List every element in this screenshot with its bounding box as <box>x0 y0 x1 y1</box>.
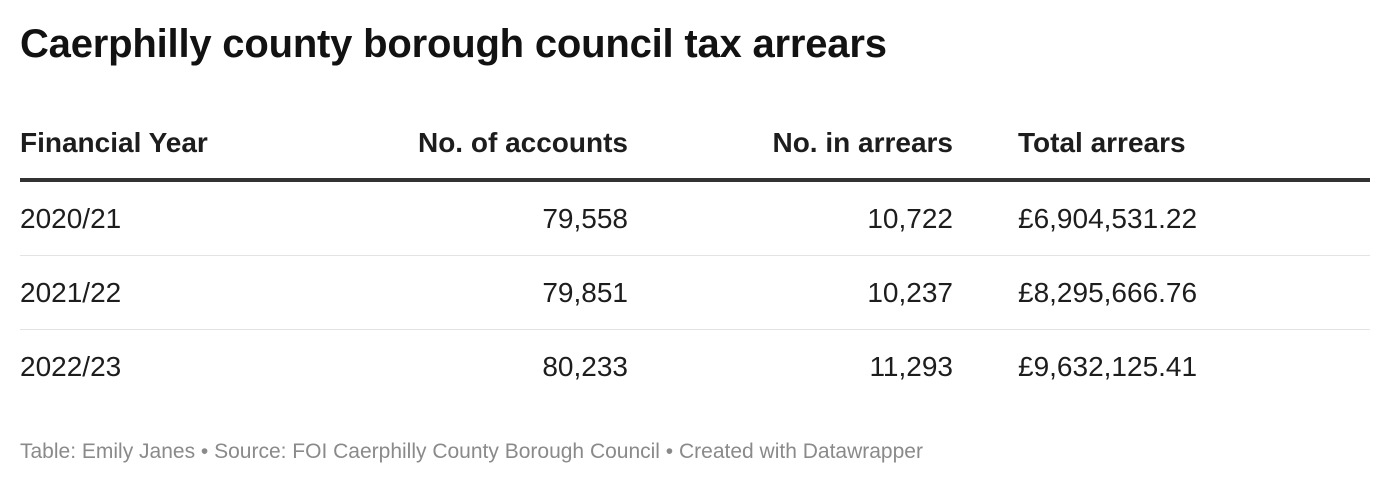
chart-footer: Table: Emily Janes • Source: FOI Caerphi… <box>20 440 923 463</box>
cell-financial-year: 2021/22 <box>20 255 274 330</box>
cell-financial-year: 2020/21 <box>20 180 274 256</box>
column-header-no-of-accounts[interactable]: No. of accounts <box>274 108 628 182</box>
data-table: Financial Year No. of accounts No. in ar… <box>20 108 1370 403</box>
table-header-row: Financial Year No. of accounts No. in ar… <box>20 108 1370 182</box>
table-row: 2022/23 80,233 11,293 £9,632,125.41 <box>20 330 1370 404</box>
cell-no-of-accounts: 79,558 <box>274 180 628 256</box>
cell-no-of-accounts: 79,851 <box>274 255 628 330</box>
cell-financial-year: 2022/23 <box>20 350 122 382</box>
cell-total-arrears: £8,295,666.76 <box>953 255 1370 330</box>
chart-title: Caerphilly county borough council tax ar… <box>20 22 887 66</box>
cell-no-in-arrears: 11,293 <box>869 350 953 382</box>
cell-total-arrears: £6,904,531.22 <box>953 180 1370 256</box>
column-header-financial-year[interactable]: Financial Year <box>20 108 274 182</box>
column-header-total-arrears[interactable]: Total arrears <box>953 108 1370 182</box>
cell-no-in-arrears: 10,722 <box>628 180 953 256</box>
column-header-no-in-arrears[interactable]: No. in arrears <box>628 108 953 182</box>
cell-no-of-accounts: 80,233 <box>542 350 628 382</box>
table-row: 2021/22 79,851 10,237 £8,295,666.76 <box>20 255 1370 330</box>
cell-no-in-arrears: 10,237 <box>628 255 953 330</box>
cell-total-arrears: £9,632,125.41 <box>1018 350 1198 382</box>
table-row: 2020/21 79,558 10,722 £6,904,531.22 <box>20 180 1370 256</box>
